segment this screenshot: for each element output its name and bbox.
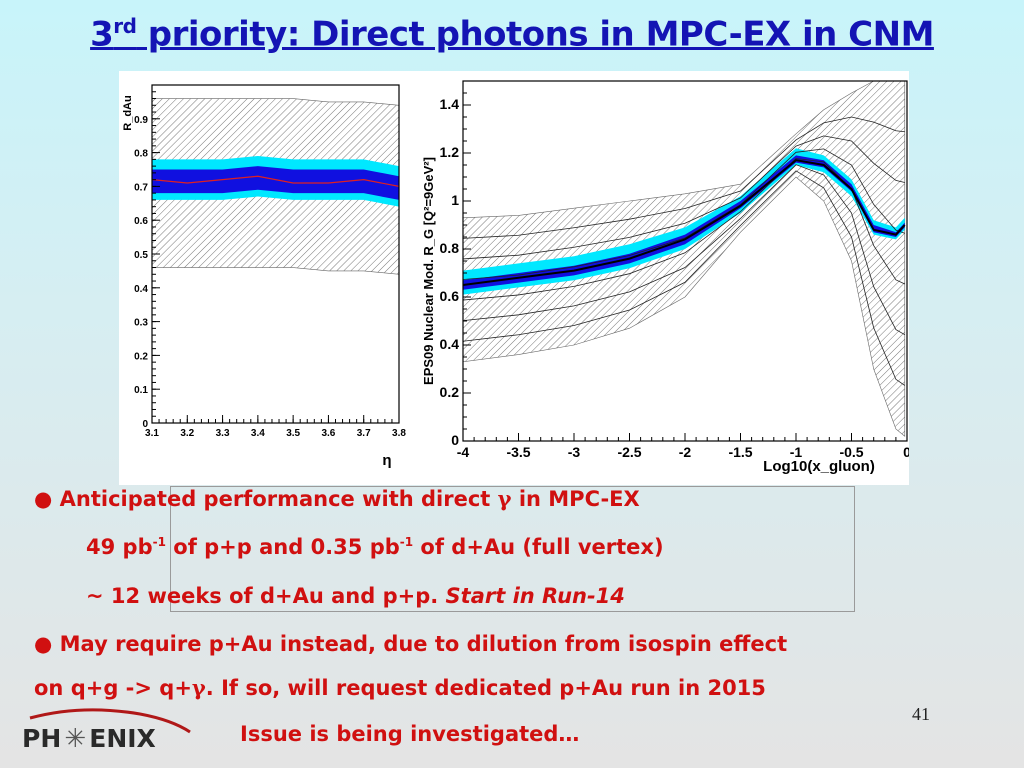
slide-title: 3rd priority: Direct photons in MPC-EX i…	[0, 14, 1024, 54]
x-tick-label: -1.5	[728, 444, 752, 460]
x-tick-label: -3	[568, 444, 581, 460]
rdau-vs-eta-chart: 3.1 3.2 3.3 3.4 3.5 3.6 3.7 3.8 0 0.1 0.2 0.3 0.4 0.5…	[122, 84, 406, 469]
gamma-symbol: γ	[191, 675, 206, 700]
x-tick-label: 3.7	[357, 428, 371, 439]
y-tick-label: 0.2	[440, 384, 460, 400]
y-tick-label: 0.8	[134, 149, 148, 160]
error-set-curve	[462, 158, 905, 301]
lumi-exponent-1: -1	[152, 535, 166, 549]
bullet-1: ● Anticipated performance with direct γ …	[34, 486, 640, 511]
run-start: Start in Run-14	[445, 584, 625, 608]
error-set-curve	[462, 164, 905, 336]
central-value-line	[462, 159, 906, 286]
x-tick-label: -1	[790, 444, 803, 460]
bullet-2: ● May require p+Au instead, due to dilut…	[34, 632, 787, 656]
title-text: priority: Direct photons in MPC-EX in CN…	[136, 14, 935, 55]
lumi-dau: of p+p and 0.35 pb	[165, 535, 400, 559]
process-text: on q+g -> q+	[34, 676, 192, 700]
error-set-curve	[462, 135, 905, 260]
request-text: . If so, will request dedicated p+Au run…	[205, 676, 766, 700]
figure-panel: 3.1 3.2 3.3 3.4 3.5 3.6 3.7 3.8 0 0.1 0.2 0.3 0.4 0.5…	[119, 71, 911, 485]
x-tick-label: -0.5	[839, 444, 863, 460]
x-tick-label: 3.8	[392, 428, 406, 439]
eps09-gluon-mod-chart: -4 -3.5 -3 -2.5 -2 -1.5 -1 -0.5 0 0 0.2 0.4 0.6 0.8 1 1…	[421, 80, 911, 475]
x-tick-label: 3.3	[216, 428, 230, 439]
x-tick-label: 3.4	[251, 428, 265, 439]
x-tick-label: -4	[457, 444, 470, 460]
y-tick-label: 0.2	[134, 351, 148, 362]
y-tick-label: 0	[142, 419, 148, 430]
title-superscript: rd	[113, 14, 137, 38]
bullet-dot: ●	[34, 487, 53, 511]
x-tick-label: 3.1	[145, 428, 159, 439]
y-tick-label: 0.1	[134, 385, 148, 396]
y-tick-label: 1.2	[440, 144, 460, 160]
y-axis-title: R_dAu	[122, 95, 134, 130]
y-tick-label: 0.6	[440, 288, 460, 304]
phenix-logo: PH ✳ ENIX	[22, 708, 222, 758]
figure-svg: 3.1 3.2 3.3 3.4 3.5 3.6 3.7 3.8 0 0.1 0.2 0.3 0.4 0.5…	[122, 80, 911, 475]
error-set-curve	[462, 170, 906, 386]
bullet-2-text: May require p+Au instead, due to dilutio…	[59, 632, 788, 656]
y-tick-label: 1.4	[440, 96, 460, 112]
x-tick-label: 0	[903, 444, 909, 460]
text-frame	[170, 486, 855, 612]
error-set-curve	[462, 116, 905, 239]
x-tick-label: -3.5	[506, 444, 530, 460]
cyan-uncertainty-band	[463, 148, 905, 295]
central-value-line	[151, 175, 400, 187]
y-tick-label: 0.8	[440, 240, 460, 256]
x-axis-title: η	[382, 452, 391, 469]
y-tick-label: 0.6	[134, 216, 148, 227]
y-tick-label: 0	[451, 432, 459, 448]
hatched-uncertainty-band	[462, 80, 906, 437]
y-tick-label: 0.4	[134, 284, 148, 295]
lumi-note: of d+Au (full vertex)	[413, 535, 664, 559]
logo-wordmark: PH ✳ ENIX	[22, 724, 156, 754]
bullet-1-text-end: in MPC-EX	[511, 487, 640, 511]
bullet-dot: ●	[34, 632, 53, 656]
y-tick-label: 1	[451, 192, 459, 208]
logo-arc	[29, 708, 191, 734]
error-set-curve	[462, 148, 905, 280]
run-duration: ~ 12 weeks of d+Au and p+p.	[86, 584, 446, 608]
x-tick-label: 3.5	[286, 428, 300, 439]
gamma-symbol: γ	[497, 486, 512, 511]
lumi-exponent-2: -1	[399, 535, 414, 549]
y-tick-label: 0.9	[134, 115, 148, 126]
y-tick-label: 0.5	[134, 250, 148, 261]
lumi-pp: 49 pb	[86, 535, 153, 559]
y-tick-label: 0.3	[134, 318, 148, 329]
investigation-note: Issue is being investigated…	[240, 722, 579, 746]
bullet-2-line-2: on q+g -> q+γ. If so, will request dedic…	[34, 675, 766, 700]
investigation-text: Issue is being investigated…	[240, 722, 580, 746]
x-tick-label: 3.6	[321, 428, 335, 439]
bullet-1-line-3: ~ 12 weeks of d+Au and p+p. Start in Run…	[86, 584, 625, 608]
y-tick-label: 0.4	[440, 336, 460, 352]
page-number: 41	[912, 704, 930, 724]
x-tick-label: -2.5	[617, 444, 641, 460]
x-tick-label: -2	[679, 444, 692, 460]
y-tick-label: 0.7	[134, 182, 148, 193]
y-axis-title: EPS09 Nuclear Mod. R_G [Q²=9GeV²]	[421, 157, 436, 385]
title-number: 3	[90, 14, 114, 55]
x-tick-label: 3.2	[180, 428, 194, 439]
blue-uncertainty-band	[152, 166, 399, 200]
x-axis-title: Log10(x_gluon)	[763, 458, 875, 475]
bullet-1-text: Anticipated performance with direct	[59, 487, 498, 511]
bullet-1-line-2: 49 pb-1 of p+p and 0.35 pb-1 of d+Au (fu…	[86, 535, 664, 559]
asterisk-star-icon: ✳	[64, 724, 87, 754]
